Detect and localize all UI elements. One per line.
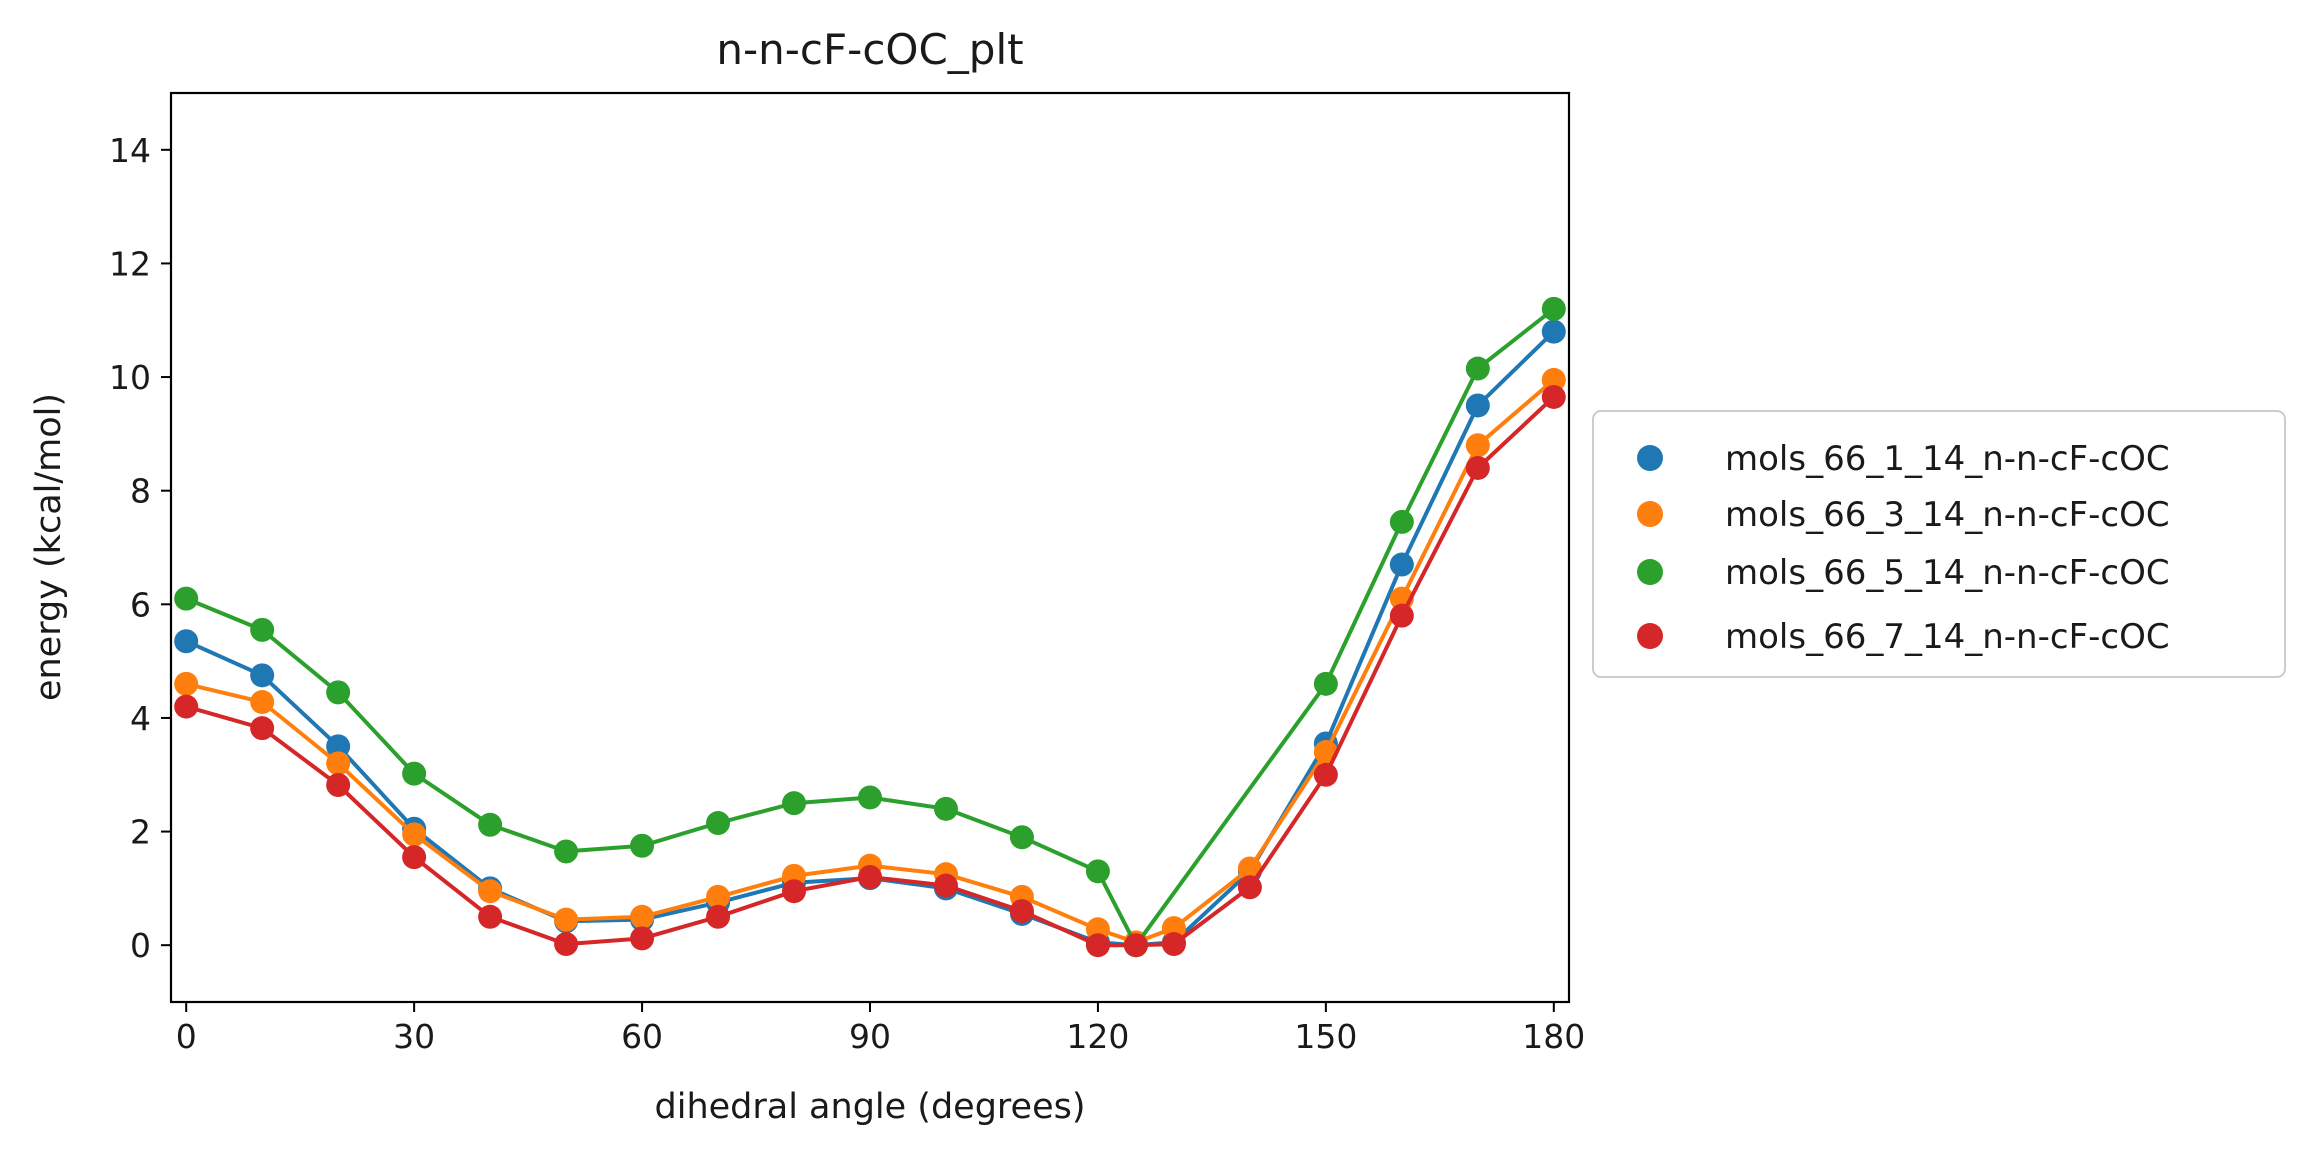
data-point bbox=[250, 716, 275, 741]
y-tick-label: 6 bbox=[130, 585, 151, 624]
data-point bbox=[1541, 367, 1566, 392]
data-point bbox=[706, 884, 731, 909]
y-tick-label: 4 bbox=[130, 699, 151, 738]
chart-title: n-n-cF-cOC_plt bbox=[716, 25, 1023, 74]
data-point bbox=[630, 926, 655, 951]
data-point bbox=[1389, 552, 1414, 577]
legend-marker bbox=[1637, 559, 1663, 585]
data-point bbox=[630, 904, 655, 929]
legend: mols_66_1_14_n-n-cF-cOC mols_66_3_14_n-n-… bbox=[1592, 410, 2286, 678]
data-point bbox=[933, 796, 958, 821]
y-tick-label: 0 bbox=[130, 926, 151, 965]
x-tick-label: 120 bbox=[1066, 1017, 1129, 1056]
series-line bbox=[185, 395, 1556, 948]
data-point bbox=[250, 690, 275, 715]
data-point bbox=[706, 811, 731, 836]
data-point bbox=[782, 791, 807, 816]
data-point bbox=[402, 845, 427, 870]
data-point bbox=[706, 904, 731, 929]
data-point bbox=[250, 617, 275, 642]
legend-label: mols_66_3_14_n-n-cF-cOC bbox=[1725, 495, 2170, 535]
data-point bbox=[478, 879, 503, 904]
axes: 0 30 60 90 120 150 180 0 2 4 6 8 10 12 14 bbox=[109, 131, 1585, 1056]
y-tick-label: 10 bbox=[109, 358, 151, 397]
data-point bbox=[1237, 856, 1262, 881]
y-tick-label: 2 bbox=[130, 813, 151, 852]
data-point bbox=[250, 663, 275, 688]
data-point bbox=[1541, 384, 1566, 409]
data-point bbox=[1161, 932, 1186, 957]
data-point bbox=[478, 812, 503, 837]
x-axis-label: dihedral angle (degrees) bbox=[655, 1087, 1086, 1127]
data-point bbox=[402, 822, 427, 847]
y-tick-label: 8 bbox=[130, 472, 151, 511]
legend-label: mols_66_5_14_n-n-cF-cOC bbox=[1725, 553, 2170, 593]
data-point bbox=[1541, 319, 1566, 344]
data-point bbox=[554, 932, 579, 957]
data-point bbox=[1123, 933, 1148, 958]
data-point bbox=[174, 629, 199, 654]
x-tick-label: 180 bbox=[1522, 1017, 1585, 1056]
data-point bbox=[402, 761, 427, 786]
x-tick-label: 0 bbox=[176, 1017, 197, 1056]
data-point bbox=[174, 586, 199, 611]
data-point bbox=[554, 839, 579, 864]
data-point bbox=[554, 907, 579, 932]
data-point bbox=[1313, 671, 1338, 696]
data-point bbox=[1237, 875, 1262, 900]
x-tick-label: 150 bbox=[1294, 1017, 1357, 1056]
legend-label: mols_66_1_14_n-n-cF-cOC bbox=[1725, 439, 2170, 479]
plot-series bbox=[174, 296, 1566, 958]
data-point bbox=[1541, 296, 1566, 321]
data-point bbox=[326, 734, 351, 759]
data-point bbox=[1389, 603, 1414, 628]
data-point bbox=[326, 772, 351, 797]
data-point bbox=[1465, 455, 1490, 480]
x-tick-label: 60 bbox=[621, 1017, 663, 1056]
x-tick-label: 30 bbox=[393, 1017, 435, 1056]
data-point bbox=[782, 879, 807, 904]
y-tick-label: 14 bbox=[109, 131, 151, 170]
data-point bbox=[174, 694, 199, 719]
legend-frame bbox=[1592, 410, 2286, 678]
data-point bbox=[478, 904, 503, 929]
data-point bbox=[933, 873, 958, 898]
data-point bbox=[858, 865, 882, 890]
data-point bbox=[1389, 509, 1414, 534]
data-point bbox=[1085, 859, 1110, 884]
data-point bbox=[630, 833, 655, 858]
data-point bbox=[1465, 433, 1490, 458]
legend-label: mols_66_7_14_n-n-cF-cOC bbox=[1725, 617, 2170, 657]
data-point bbox=[1009, 899, 1034, 924]
series-4 bbox=[174, 384, 1566, 958]
data-point bbox=[1465, 356, 1490, 381]
series-line bbox=[185, 378, 1556, 945]
data-point bbox=[174, 671, 199, 696]
legend-marker bbox=[1637, 501, 1663, 527]
y-tick-label: 12 bbox=[109, 244, 151, 283]
data-point bbox=[1009, 825, 1034, 850]
legend-marker bbox=[1637, 623, 1663, 649]
data-point bbox=[1465, 393, 1490, 418]
series-line bbox=[185, 307, 1556, 948]
x-tick-label: 90 bbox=[849, 1017, 891, 1056]
data-point bbox=[326, 680, 351, 705]
data-point bbox=[858, 785, 882, 810]
legend-marker bbox=[1637, 445, 1663, 471]
data-point bbox=[1085, 933, 1110, 958]
data-point bbox=[326, 751, 351, 776]
data-point bbox=[1313, 762, 1338, 787]
y-axis-label: energy (kcal/mol) bbox=[29, 393, 69, 701]
